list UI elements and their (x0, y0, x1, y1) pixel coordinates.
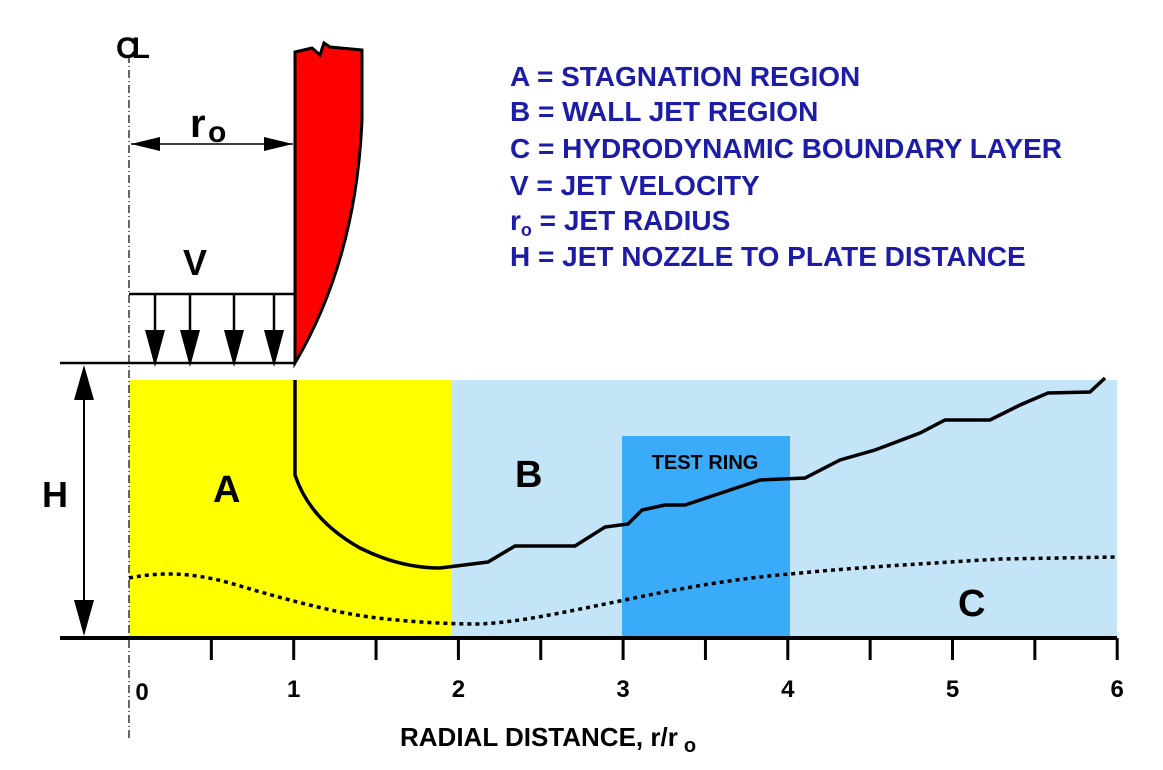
legend-item-b: B = WALL JET REGION (510, 96, 818, 127)
axis-tick-label: 6 (1111, 676, 1124, 703)
jet-radius-subscript: o (208, 116, 226, 149)
legend-item-c: C = HYDRODYNAMIC BOUNDARY LAYER (510, 133, 1062, 164)
centerline-symbol: CL (116, 32, 150, 65)
axis-tick-label: 5 (946, 676, 959, 703)
test-ring-label: TEST RING (652, 452, 759, 474)
velocity-label: V (183, 242, 207, 283)
legend-item-a: A = STAGNATION REGION (510, 61, 860, 92)
axis-tick-label: 3 (616, 676, 629, 703)
velocity-arrows (145, 294, 284, 367)
axis-ticks (209, 638, 1119, 660)
region-b-label: B (515, 454, 542, 496)
legend: A = STAGNATION REGION B = WALL JET REGIO… (510, 61, 1062, 272)
axis-tick-label: 0 (135, 679, 148, 706)
jet-nozzle (293, 40, 364, 369)
stagnation-region (129, 380, 452, 638)
legend-item-h: H = JET NOZZLE TO PLATE DISTANCE (510, 241, 1026, 272)
legend-item-v: V = JET VELOCITY (510, 170, 760, 201)
axis-tick-label: 4 (781, 676, 795, 703)
axis-tick-label: 2 (452, 676, 465, 703)
test-ring-region (622, 436, 790, 638)
jet-boundary-curve (293, 376, 1107, 570)
axis-tick-label: 1 (287, 676, 300, 703)
axis-tick-labels: 0 1 2 3 4 5 6 (135, 676, 1124, 706)
legend-item-r: ro = JET RADIUS (510, 205, 730, 240)
region-c-label: C (958, 583, 985, 625)
height-label: H (42, 474, 68, 515)
jet-radius-label: r (190, 102, 206, 146)
axis-title: RADIAL DISTANCE, r/r o (400, 722, 696, 757)
boundary-layer-curve (128, 555, 1118, 626)
region-a-label: A (213, 469, 240, 511)
